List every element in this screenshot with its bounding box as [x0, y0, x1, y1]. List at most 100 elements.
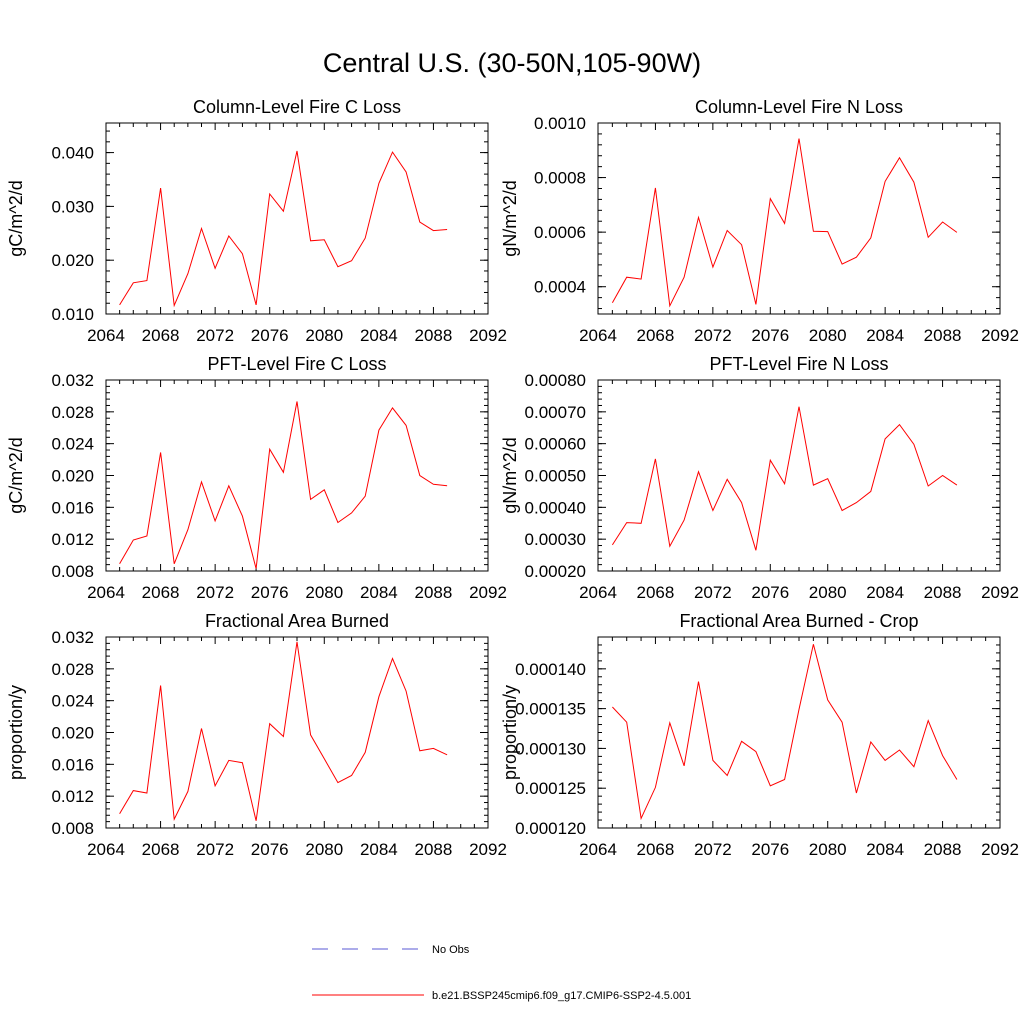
y-tick-label: 0.020 — [51, 467, 94, 486]
x-tick-label: 2084 — [360, 326, 398, 345]
y-axis-label: gC/m^2/d — [6, 180, 26, 256]
panel-title: PFT-Level Fire C Loss — [207, 354, 386, 374]
legend-label-model: b.e21.BSSP245cmip6.f09_g17.CMIP6-SSP2-4.… — [432, 990, 691, 1002]
chart-panel: Fractional Area Burned - Crop 2064 2068 207… — [500, 611, 1019, 859]
x-tick-label: 2064 — [579, 583, 617, 602]
x-tick-label: 2084 — [866, 326, 904, 345]
series-line — [119, 150, 448, 308]
y-tick-label: 0.024 — [51, 435, 94, 454]
x-tick-label: 2076 — [751, 326, 789, 345]
x-tick-label: 2084 — [360, 583, 398, 602]
x-tick-label: 2092 — [469, 583, 507, 602]
x-tick-label: 2064 — [579, 840, 617, 859]
x-tick-label: 2072 — [694, 326, 732, 345]
y-tick-label: 0.000125 — [515, 779, 586, 798]
x-tick-label: 2088 — [415, 583, 453, 602]
series-line — [119, 401, 448, 569]
panel-title: Column-Level Fire N Loss — [695, 97, 903, 117]
chart-panel: Column-Level Fire N Loss 2064 2068 2072 2076… — [500, 97, 1019, 345]
x-tick-label: 2072 — [196, 840, 234, 859]
y-tick-label: 0.010 — [51, 305, 94, 324]
x-tick-label: 2076 — [251, 583, 289, 602]
y-tick-label: 0.00030 — [525, 530, 586, 549]
x-tick-label: 2080 — [809, 840, 847, 859]
x-tick-label: 2080 — [809, 583, 847, 602]
y-tick-label: 0.024 — [51, 692, 94, 711]
series-line — [119, 641, 448, 821]
y-tick-label: 0.040 — [51, 144, 94, 163]
y-tick-label: 0.012 — [51, 787, 94, 806]
panel-title: Fractional Area Burned - Crop — [679, 611, 918, 631]
y-tick-label: 0.020 — [51, 724, 94, 743]
x-tick-label: 2072 — [196, 583, 234, 602]
x-tick-label: 2088 — [924, 583, 962, 602]
legend-label-obs: No Obs — [432, 944, 470, 956]
y-tick-label: 0.008 — [51, 562, 94, 581]
y-tick-label: 0.00080 — [525, 371, 586, 390]
figure-title: Central U.S. (30-50N,105-90W) — [322, 48, 702, 78]
y-tick-label: 0.028 — [51, 660, 94, 679]
x-tick-label: 2076 — [751, 583, 789, 602]
legend: No Obs b.e21.BSSP245cmip6.f09_g17.CMIP6-… — [312, 944, 691, 1002]
plot-frame — [105, 636, 489, 829]
y-axis-label: proportion/y — [500, 685, 520, 780]
y-tick-label: 0.000135 — [515, 700, 586, 719]
chart-panel: PFT-Level Fire C Loss 2064 2068 2072 2076 208… — [6, 354, 507, 602]
x-tick-label: 2084 — [866, 840, 904, 859]
x-tick-label: 2064 — [87, 840, 125, 859]
y-axis-label: gN/m^2/d — [500, 180, 520, 256]
panel-title: Fractional Area Burned — [205, 611, 389, 631]
x-tick-label: 2076 — [251, 840, 289, 859]
y-tick-label: 0.020 — [51, 251, 94, 270]
chart-panel: Fractional Area Burned 2064 2068 2072 2076 20… — [6, 611, 507, 859]
x-tick-label: 2092 — [981, 326, 1019, 345]
x-tick-label: 2072 — [196, 326, 234, 345]
x-tick-label: 2080 — [305, 583, 343, 602]
y-tick-label: 0.000120 — [515, 819, 586, 838]
x-tick-label: 2076 — [751, 840, 789, 859]
x-tick-label: 2068 — [142, 840, 180, 859]
y-tick-label: 0.00040 — [525, 498, 586, 517]
x-tick-label: 2072 — [694, 583, 732, 602]
x-tick-label: 2084 — [360, 840, 398, 859]
x-tick-label: 2088 — [415, 840, 453, 859]
y-tick-label: 0.0010 — [534, 114, 586, 133]
x-tick-label: 2068 — [637, 326, 675, 345]
x-tick-label: 2064 — [87, 583, 125, 602]
y-axis-label: gC/m^2/d — [6, 437, 26, 513]
x-tick-label: 2076 — [251, 326, 289, 345]
x-tick-label: 2068 — [637, 583, 675, 602]
plot-frame — [597, 122, 1001, 315]
y-tick-label: 0.00050 — [525, 467, 586, 486]
plot-frame — [597, 636, 1001, 829]
y-axis-label: proportion/y — [6, 685, 26, 780]
y-tick-label: 0.028 — [51, 403, 94, 422]
x-tick-label: 2072 — [694, 840, 732, 859]
y-tick-label: 0.0006 — [534, 223, 586, 242]
y-tick-label: 0.008 — [51, 819, 94, 838]
x-tick-label: 2080 — [305, 326, 343, 345]
x-tick-label: 2068 — [637, 840, 675, 859]
x-tick-label: 2084 — [866, 583, 904, 602]
x-tick-label: 2092 — [469, 840, 507, 859]
y-tick-label: 0.012 — [51, 530, 94, 549]
y-tick-label: 0.00020 — [525, 562, 586, 581]
x-tick-label: 2092 — [981, 840, 1019, 859]
series-line — [612, 644, 958, 821]
x-tick-label: 2068 — [142, 583, 180, 602]
panel-title: Column-Level Fire C Loss — [193, 97, 401, 117]
series-line — [611, 406, 958, 551]
x-tick-label: 2064 — [579, 326, 617, 345]
x-tick-label: 2088 — [924, 840, 962, 859]
y-tick-label: 0.00070 — [525, 403, 586, 422]
y-tick-label: 0.032 — [51, 628, 94, 647]
y-tick-label: 0.016 — [51, 498, 94, 517]
chart-panel: Column-Level Fire C Loss 2064 2068 2072 2076… — [6, 97, 507, 345]
x-tick-label: 2088 — [415, 326, 453, 345]
series-line — [611, 138, 958, 308]
chart-panel: PFT-Level Fire N Loss 2064 2068 2072 2076 208… — [500, 354, 1019, 602]
x-tick-label: 2080 — [809, 326, 847, 345]
x-tick-label: 2092 — [469, 326, 507, 345]
y-tick-label: 0.000140 — [515, 660, 586, 679]
